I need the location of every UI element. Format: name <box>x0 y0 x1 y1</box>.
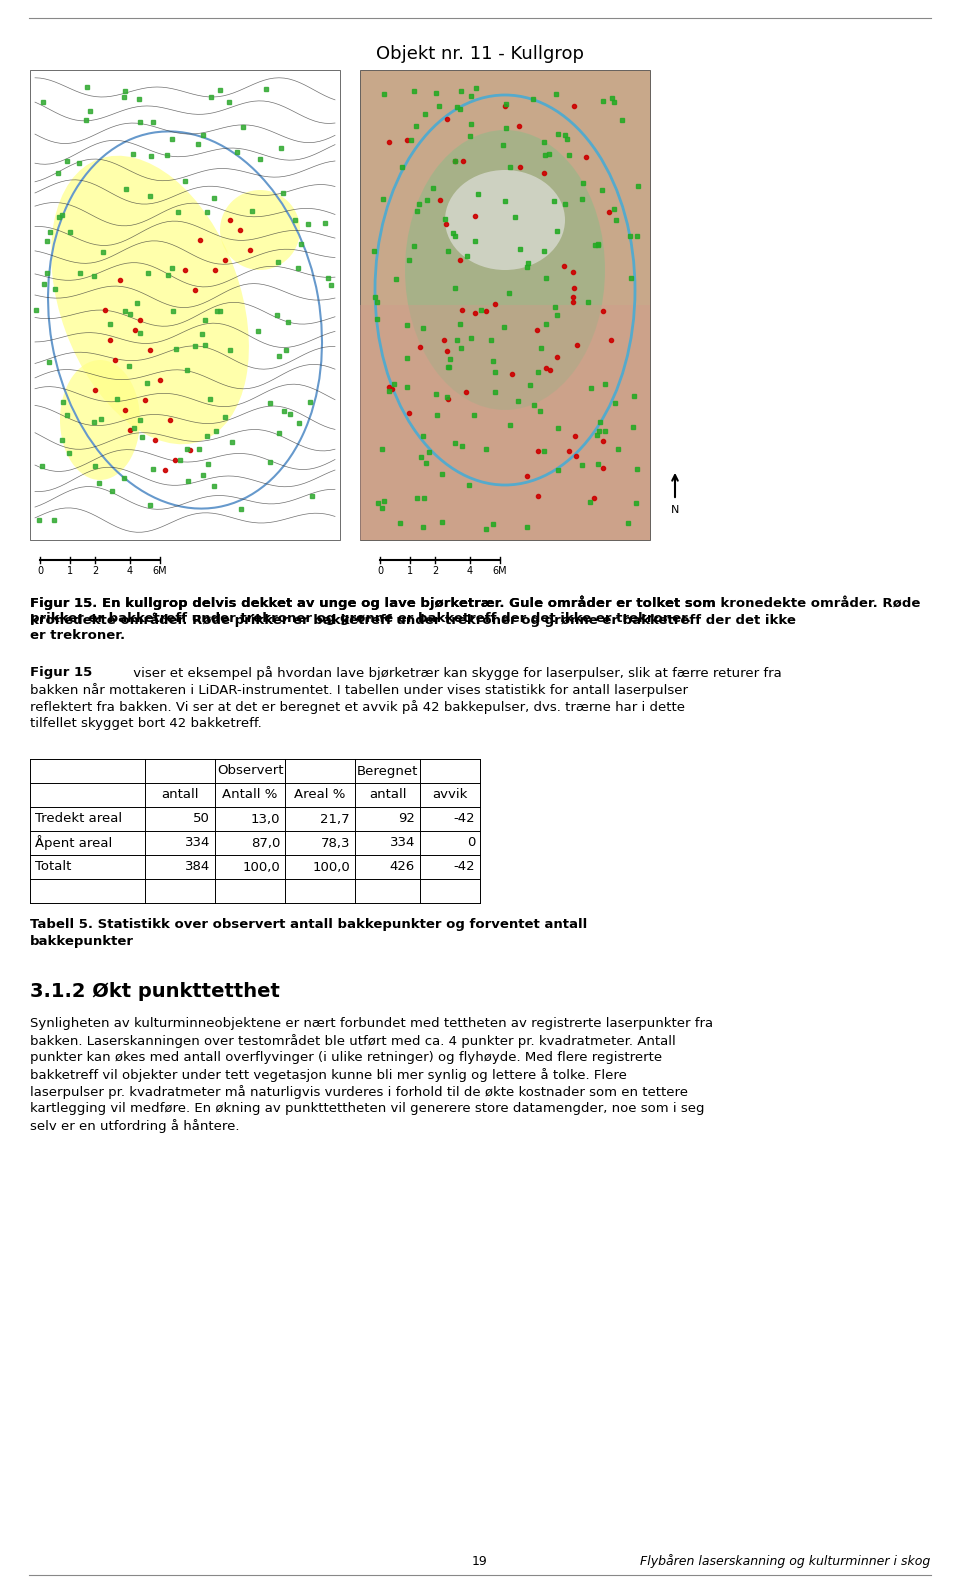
Text: 50: 50 <box>193 812 210 825</box>
Text: Åpent areal: Åpent areal <box>35 835 112 851</box>
Text: 334: 334 <box>184 836 210 849</box>
Text: 426: 426 <box>390 860 415 873</box>
Text: Flybåren laserskanning og kulturminner i skog: Flybåren laserskanning og kulturminner i… <box>639 1555 930 1568</box>
Text: 4: 4 <box>467 566 473 577</box>
Text: kronedekte områder. Røde prikker er bakketreff under trekroner og grønne er bakk: kronedekte områder. Røde prikker er bakk… <box>30 612 796 626</box>
Text: Objekt nr. 11 - Kullgrop: Objekt nr. 11 - Kullgrop <box>376 45 584 64</box>
Text: -42: -42 <box>453 860 475 873</box>
Ellipse shape <box>60 360 140 479</box>
Text: Antall %: Antall % <box>223 789 277 801</box>
FancyBboxPatch shape <box>360 304 650 540</box>
Text: bakketreff vil objekter under tett vegetasjon kunne bli mer synlig og lettere å : bakketreff vil objekter under tett veget… <box>30 1067 627 1082</box>
Text: Tabell 5. Statistikk over observert antall bakkepunkter og forventet antall: Tabell 5. Statistikk over observert anta… <box>30 918 588 930</box>
FancyBboxPatch shape <box>30 70 340 540</box>
Text: Totalt: Totalt <box>35 860 71 873</box>
Text: 92: 92 <box>398 812 415 825</box>
Text: 78,3: 78,3 <box>321 836 350 849</box>
Text: Figur 15. En kullgrop delvis dekket av unge og lave bjørketrær. Gule områder er : Figur 15. En kullgrop delvis dekket av u… <box>30 596 921 624</box>
Ellipse shape <box>220 190 300 269</box>
Text: N: N <box>671 505 679 515</box>
Text: 1: 1 <box>407 566 413 577</box>
Text: 6M: 6M <box>153 566 167 577</box>
Text: punkter kan økes med antall overflyvinger (i ulike retninger) og flyhøyde. Med f: punkter kan økes med antall overflyvinge… <box>30 1051 662 1064</box>
Text: tilfellet skygget bort 42 bakketreff.: tilfellet skygget bort 42 bakketreff. <box>30 717 262 730</box>
Text: Areal %: Areal % <box>295 789 346 801</box>
Text: 6M: 6M <box>492 566 507 577</box>
Text: 2: 2 <box>92 566 98 577</box>
Text: 21,7: 21,7 <box>321 812 350 825</box>
Text: 1: 1 <box>67 566 73 577</box>
Text: reflektert fra bakken. Vi ser at det er beregnet et avvik på 42 bakkepulser, dvs: reflektert fra bakken. Vi ser at det er … <box>30 699 685 714</box>
Text: Observert: Observert <box>217 765 283 777</box>
Text: Figur 15: Figur 15 <box>30 666 92 679</box>
Text: laserpulser pr. kvadratmeter må naturligvis vurderes i forhold til de økte kostn: laserpulser pr. kvadratmeter må naturlig… <box>30 1085 688 1099</box>
Text: kartlegging vil medføre. En økning av punkttettheten vil generere store datameng: kartlegging vil medføre. En økning av pu… <box>30 1102 705 1115</box>
Text: Figur 15. En kullgrop delvis dekket av unge og lave bjørketrær. Gule områder er : Figur 15. En kullgrop delvis dekket av u… <box>30 596 716 610</box>
Text: bakkepunkter: bakkepunkter <box>30 935 134 948</box>
Text: bakken når mottakeren i LiDAR-instrumentet. I tabellen under vises statistikk fo: bakken når mottakeren i LiDAR-instrument… <box>30 683 688 698</box>
Text: 2: 2 <box>432 566 438 577</box>
Text: 4: 4 <box>127 566 133 577</box>
Text: 100,0: 100,0 <box>242 860 280 873</box>
Text: viser et eksempel på hvordan lave bjørketrær kan skygge for laserpulser, slik at: viser et eksempel på hvordan lave bjørke… <box>95 666 781 680</box>
Text: antall: antall <box>369 789 406 801</box>
Text: 0: 0 <box>467 836 475 849</box>
Text: 0: 0 <box>36 566 43 577</box>
Text: 100,0: 100,0 <box>312 860 350 873</box>
Text: 384: 384 <box>184 860 210 873</box>
Text: bakken. Laserskanningen over testområdet ble utført med ca. 4 punkter pr. kvadra: bakken. Laserskanningen over testområdet… <box>30 1034 676 1048</box>
Text: 334: 334 <box>390 836 415 849</box>
Text: 0: 0 <box>377 566 383 577</box>
Text: er trekroner.: er trekroner. <box>30 629 125 642</box>
Text: 87,0: 87,0 <box>251 836 280 849</box>
Ellipse shape <box>51 156 249 444</box>
Text: Beregnet: Beregnet <box>357 765 419 777</box>
Text: Synligheten av kulturminneobjektene er nært forbundet med tettheten av registrer: Synligheten av kulturminneobjektene er n… <box>30 1016 713 1031</box>
FancyBboxPatch shape <box>360 70 650 540</box>
Text: 13,0: 13,0 <box>251 812 280 825</box>
Text: antall: antall <box>161 789 199 801</box>
Text: Tredekt areal: Tredekt areal <box>35 812 122 825</box>
Ellipse shape <box>405 131 605 409</box>
Text: avvik: avvik <box>432 789 468 801</box>
Text: 19: 19 <box>472 1555 488 1568</box>
Text: -42: -42 <box>453 812 475 825</box>
Ellipse shape <box>445 170 565 269</box>
Text: selv er en utfordring å håntere.: selv er en utfordring å håntere. <box>30 1118 239 1133</box>
Text: 3.1.2 Økt punkttetthet: 3.1.2 Økt punkttetthet <box>30 981 280 1000</box>
